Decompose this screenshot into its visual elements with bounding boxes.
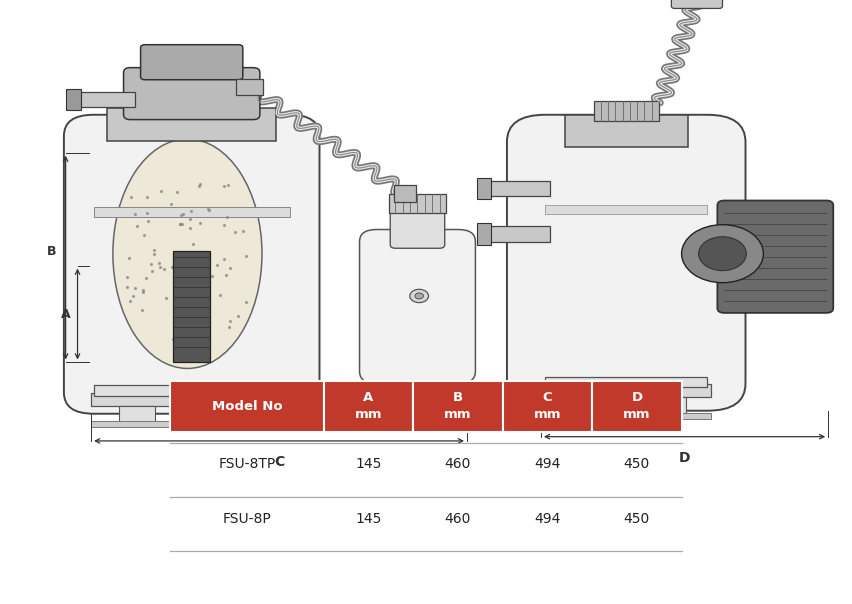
- Text: Model No: Model No: [212, 400, 282, 413]
- Circle shape: [410, 289, 429, 303]
- Circle shape: [415, 293, 423, 299]
- FancyBboxPatch shape: [222, 406, 257, 423]
- Text: 494: 494: [534, 512, 561, 526]
- FancyBboxPatch shape: [717, 201, 833, 313]
- Text: 145: 145: [355, 457, 382, 472]
- Text: B: B: [47, 245, 57, 258]
- FancyBboxPatch shape: [94, 385, 290, 396]
- FancyBboxPatch shape: [710, 248, 728, 260]
- FancyBboxPatch shape: [592, 381, 682, 432]
- FancyBboxPatch shape: [119, 406, 155, 423]
- FancyBboxPatch shape: [371, 372, 464, 381]
- Text: C: C: [273, 455, 285, 469]
- FancyBboxPatch shape: [64, 115, 320, 414]
- FancyBboxPatch shape: [91, 421, 292, 427]
- FancyBboxPatch shape: [389, 194, 446, 213]
- Text: C
mm: C mm: [533, 391, 561, 421]
- FancyBboxPatch shape: [486, 181, 550, 196]
- FancyBboxPatch shape: [394, 185, 416, 202]
- FancyBboxPatch shape: [94, 207, 290, 217]
- FancyBboxPatch shape: [390, 206, 445, 248]
- Text: A: A: [60, 307, 71, 321]
- Text: B
mm: B mm: [444, 391, 472, 421]
- FancyBboxPatch shape: [594, 101, 659, 121]
- FancyBboxPatch shape: [324, 381, 413, 432]
- FancyBboxPatch shape: [507, 115, 746, 411]
- FancyBboxPatch shape: [413, 381, 503, 432]
- FancyBboxPatch shape: [91, 393, 292, 406]
- Ellipse shape: [112, 139, 262, 368]
- FancyBboxPatch shape: [173, 251, 210, 362]
- Text: 460: 460: [445, 512, 471, 526]
- FancyBboxPatch shape: [545, 377, 707, 387]
- FancyBboxPatch shape: [486, 226, 550, 242]
- FancyBboxPatch shape: [124, 68, 260, 120]
- FancyBboxPatch shape: [477, 178, 491, 199]
- FancyBboxPatch shape: [360, 230, 475, 384]
- Circle shape: [682, 225, 763, 283]
- FancyBboxPatch shape: [503, 381, 592, 432]
- FancyBboxPatch shape: [562, 397, 596, 414]
- Text: 450: 450: [624, 457, 650, 472]
- Text: 450: 450: [624, 512, 650, 526]
- Text: A
mm: A mm: [354, 391, 383, 421]
- FancyBboxPatch shape: [170, 381, 324, 432]
- FancyBboxPatch shape: [541, 413, 711, 419]
- Text: D: D: [679, 451, 690, 465]
- Text: FSU-8TP: FSU-8TP: [218, 457, 276, 472]
- FancyBboxPatch shape: [236, 79, 263, 95]
- FancyBboxPatch shape: [565, 115, 688, 147]
- FancyBboxPatch shape: [107, 108, 276, 141]
- FancyBboxPatch shape: [541, 384, 711, 397]
- FancyBboxPatch shape: [66, 89, 81, 110]
- FancyBboxPatch shape: [77, 92, 135, 107]
- FancyBboxPatch shape: [671, 0, 722, 8]
- FancyBboxPatch shape: [652, 397, 686, 414]
- Text: D
mm: D mm: [623, 391, 651, 421]
- Text: 145: 145: [355, 512, 382, 526]
- FancyBboxPatch shape: [141, 45, 243, 80]
- Text: 460: 460: [445, 457, 471, 472]
- Ellipse shape: [145, 88, 218, 117]
- FancyBboxPatch shape: [706, 237, 715, 277]
- Text: FSU-8P: FSU-8P: [222, 512, 272, 526]
- Text: 494: 494: [534, 457, 561, 472]
- FancyBboxPatch shape: [545, 205, 707, 214]
- Ellipse shape: [136, 83, 227, 122]
- FancyBboxPatch shape: [477, 223, 491, 245]
- Circle shape: [699, 237, 746, 271]
